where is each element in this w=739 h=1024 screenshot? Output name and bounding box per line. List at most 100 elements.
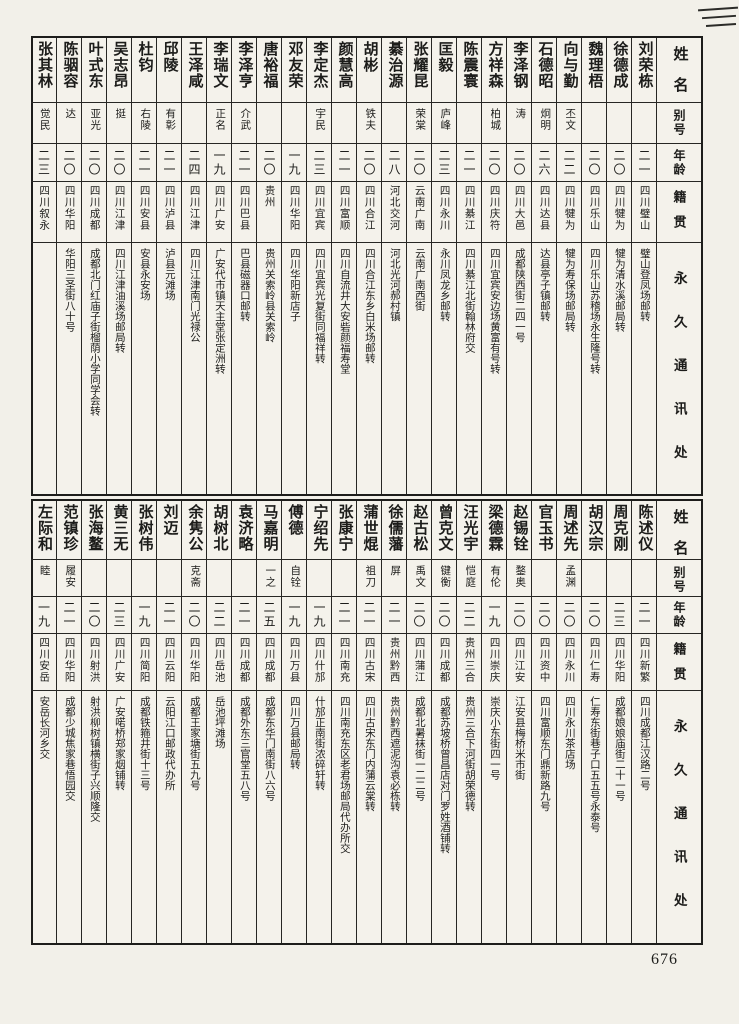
person-alias: 丕文 [564,108,576,131]
native-place-cell: 四川合江 [357,182,381,243]
person-address: 安岳长河乡交 [38,696,50,759]
person-native: 四川射洪 [88,637,100,683]
person-age: 二〇 [262,148,276,177]
alias-cell: 恺庭 [457,560,481,597]
age-cell: 二〇 [407,144,431,182]
age-cell: 二一 [132,144,156,182]
native-place-cell: 四川富顺 [332,182,356,243]
person-address: 华阳三圣街八十号 [63,248,75,332]
person-name: 李泽钢 [511,41,528,89]
native-place-cell: 四川犍为 [557,182,581,243]
alias-cell [632,103,656,144]
person-address: 崇庆小东街四一号 [488,696,500,780]
address-cell: 泸县元滩场 [157,243,181,494]
name-cell: 徐儒藩 [382,501,406,560]
address-cell: 云南广南西街 [407,243,431,494]
person-address: 四川宜宾安边场黄富有号转 [488,248,500,374]
age-cell: 二〇 [507,144,531,182]
address-cell: 永川凤龙乡邮转 [432,243,456,494]
address-cell: 江安县梅桥米市街 [507,691,531,943]
register-table-bottom: 姓名 别号 年龄 籍贯 永久通讯处 陈述仪 二一 四川新繁 四川成都江汉路二号 周克刚 二三 四川华阳… [31,499,703,945]
person-address: 岳池坪滩场 [213,696,225,749]
name-cell: 石德昭 [532,38,556,103]
person-name: 陈震寰 [461,41,478,89]
person-age: 二〇 [512,601,526,629]
person-age: 一九 [287,601,301,629]
person-column: 李泽钢涛二〇 四川大邑 成都陕西街二四一号 [506,38,531,494]
person-native: 四川永川 [438,185,450,231]
person-name: 颜慧高 [336,41,353,89]
header-age-cell: 年龄 [657,597,701,634]
native-place-cell: 四川璧山 [632,182,656,243]
header-age-label: 年龄 [672,601,686,629]
person-age: 二〇 [87,148,101,177]
person-column: 官玉书 二〇 四川资中 四川富顺东门鼎新路九号 [531,501,556,943]
age-cell: 二五 [257,597,281,634]
person-column: 杜钧 右陵 二一 四川安县 安县永安场 [131,38,156,494]
header-name-cell: 姓名 [657,38,701,103]
person-address: 成都少城焦家巷悟园交 [63,696,75,801]
person-address: 达县亭子镇邮转 [538,248,550,322]
address-cell: 达县亭子镇邮转 [532,243,556,494]
address-cell: 贵州关索岭县关索岭 [257,243,281,494]
native-place-cell: 四川永川 [432,182,456,243]
person-address: 四川江津南门光禄公 [188,248,200,343]
name-cell: 周克刚 [607,501,631,560]
alias-cell: 有彰 [157,103,181,144]
person-age: 二八 [387,148,401,177]
person-column: 范镇珍 履安 二一 四川华阳 成都少城焦家巷悟园交 [56,501,81,943]
person-age: 二一 [337,601,351,629]
native-place-cell: 四川宜宾 [307,182,331,243]
person-address: 云南广南西街 [413,248,425,311]
age-cell: 二〇 [257,144,281,182]
person-column: 张树伟 一九 四川简阳 成都铁箍井街十三号 [131,501,156,943]
person-native: 四川叙永 [38,185,50,231]
age-cell: 二一 [157,144,181,182]
person-name: 王泽咸 [186,41,203,89]
person-native: 四川綦江 [463,185,475,231]
address-cell: 四川江津南门光禄公 [182,243,206,494]
person-column: 胡汉宗 二〇 四川仁寿 仁寿东街巷子口五五号永泰号 [581,501,606,943]
alias-cell [157,560,181,597]
person-name: 宁绍先 [311,504,328,552]
alias-cell: 祖刀 [357,560,381,597]
alias-cell [457,103,481,144]
person-native: 贵州黔西 [388,637,400,683]
native-place-cell: 河北交河 [382,182,406,243]
age-cell: 二三 [107,597,131,634]
person-age: 二一 [462,148,476,177]
name-cell: 张耀昆 [407,38,431,103]
person-name: 张海鳌 [86,504,103,552]
person-column: 曾克文 键衡 二〇 四川成都 成都苏坡桥曾昌店对门罗姓酒铺转 [431,501,456,943]
native-place-cell: 四川成都 [232,634,256,691]
name-cell: 张康宁 [332,501,356,560]
age-cell: 二一 [332,597,356,634]
native-place-cell: 四川蒲江 [407,634,431,691]
age-cell: 二〇 [432,597,456,634]
name-cell: 余隽公 [182,501,206,560]
alias-cell: 涛 [507,103,531,144]
person-age: 二〇 [487,148,501,177]
person-alias: 宇民 [314,108,326,131]
person-native: 四川成都 [88,185,100,231]
person-alias: 屏 [389,565,401,577]
address-cell: 四川乐山苏稽场永生隆号转 [582,243,606,494]
person-name: 李瑞文 [211,41,228,89]
person-alias: 一之 [264,565,276,588]
header-name-label: 姓名 [671,509,688,560]
person-address: 四川宜宾光复街同福祥转 [313,248,325,364]
person-age: 二二 [212,601,226,629]
name-cell: 梁德霖 [482,501,506,560]
address-cell: 成都苏坡桥曾昌店对门罗姓酒铺转 [432,691,456,943]
person-column: 叶式东 亚光 二〇 四川成都 成都北门红庙子街榴荫小学同学会转 [81,38,106,494]
person-column: 徐儒藩屏二一 贵州黔西 贵州黔西遮泥沟袁必栋转 [381,501,406,943]
person-address: 泸县元滩场 [163,248,175,301]
name-cell: 赵古松 [407,501,431,560]
name-cell: 吴志昂 [107,38,131,103]
person-alias: 柏城 [489,108,501,131]
address-cell: 成都王家塘街五九号 [182,691,206,943]
person-name: 张耀昆 [411,41,428,89]
age-cell: 二〇 [82,597,106,634]
alias-cell: 正名 [207,103,231,144]
age-cell: 二〇 [357,144,381,182]
